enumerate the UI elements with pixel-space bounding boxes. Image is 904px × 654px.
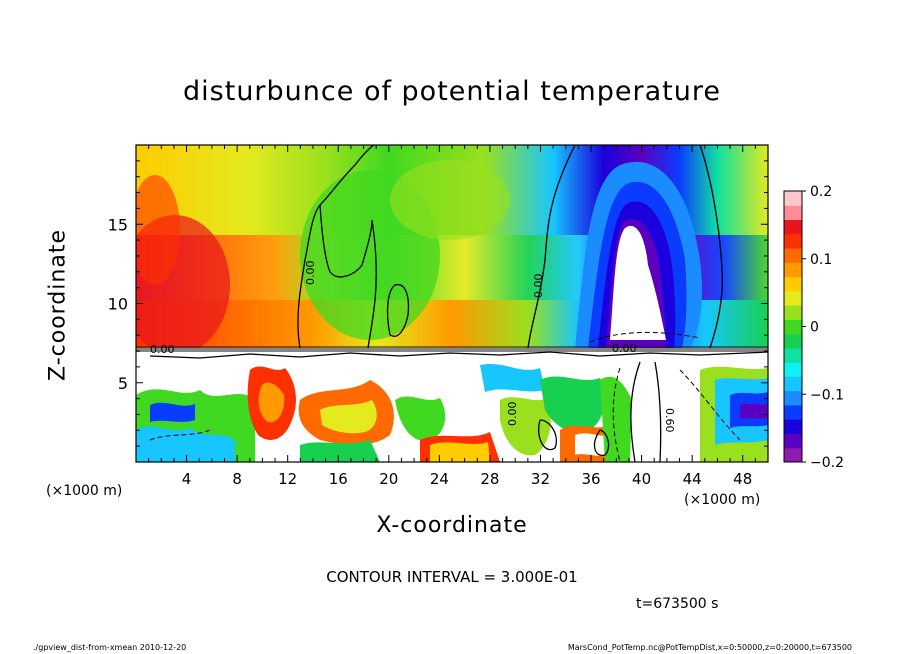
x-axis: 4 8 12 16 20 24 28 32 36 40 44 48 bbox=[148, 145, 756, 488]
x-tick-label: 32 bbox=[531, 470, 550, 488]
contour-lines-negative bbox=[149, 331, 741, 463]
contour-label: 0.00 bbox=[532, 274, 545, 299]
colorbar: 0.2 0.1 0 −0.1 −0.2 bbox=[783, 184, 844, 471]
colorbar-swatch bbox=[784, 347, 802, 363]
x-tick-label: 28 bbox=[480, 470, 499, 488]
x-tick-label: 12 bbox=[278, 470, 297, 488]
colorbar-tick-label: 0.1 bbox=[810, 252, 832, 268]
heatmap-field bbox=[136, 145, 768, 462]
contour-label: 0.60 bbox=[663, 408, 676, 433]
colorbar-swatch bbox=[784, 362, 802, 377]
colorbar-swatch bbox=[784, 390, 802, 406]
x-tick-label: 48 bbox=[733, 470, 752, 488]
colorbar-swatch bbox=[784, 419, 802, 434]
colorbar-swatch bbox=[784, 433, 802, 449]
colorbar-swatch bbox=[784, 262, 802, 278]
x-tick-label: 20 bbox=[379, 470, 398, 488]
contour-lines bbox=[149, 144, 769, 463]
colorbar-swatch bbox=[784, 276, 802, 292]
x-tick-label: 8 bbox=[232, 470, 242, 488]
colorbar-swatch bbox=[784, 205, 802, 221]
y-tick-label: 10 bbox=[108, 295, 128, 314]
colorbar-swatch bbox=[784, 333, 802, 349]
colorbar-swatch bbox=[784, 376, 802, 392]
contour-label-group: 0.00 0.00 0.00 0.00 0.00 0.60 bbox=[150, 261, 676, 433]
colorbar-tick-label: 0 bbox=[810, 320, 819, 336]
footer-left: ./gpview_dist-from-xmean 2010-12-20 bbox=[33, 643, 187, 652]
colorbar-swatch bbox=[784, 219, 802, 235]
colorbar-tick-label: −0.2 bbox=[810, 455, 844, 471]
chart-title: disturbunce of potential temperature bbox=[183, 76, 721, 107]
x-unit-label-right: (×1000 m) bbox=[684, 492, 761, 508]
colorbar-tick-label: −0.1 bbox=[810, 387, 844, 403]
colorbar-swatch bbox=[784, 191, 802, 206]
contour-label: 0.00 bbox=[150, 343, 175, 356]
x-tick-label: 4 bbox=[182, 470, 192, 488]
x-axis-label: X-coordinate bbox=[376, 513, 528, 538]
colorbar-swatch bbox=[784, 305, 802, 320]
contour-interval-note: CONTOUR INTERVAL = 3.000E-01 bbox=[326, 568, 578, 586]
colorbar-swatch bbox=[784, 290, 802, 306]
footer-right: MarsCond_PotTemp.nc@PotTempDist,x=0:5000… bbox=[567, 643, 852, 652]
x-tick-label: 44 bbox=[683, 470, 702, 488]
y-tick-label: 15 bbox=[108, 215, 128, 234]
x-tick-label: 40 bbox=[632, 470, 651, 488]
colorbar-swatch bbox=[784, 447, 802, 463]
x-tick-label: 24 bbox=[430, 470, 449, 488]
x-tick-label: 36 bbox=[581, 470, 600, 488]
x-unit-label-left: (×1000 m) bbox=[46, 483, 123, 499]
colorbar-swatch bbox=[784, 319, 802, 335]
contour-label: 0.00 bbox=[304, 261, 317, 286]
y-tick-label: 5 bbox=[118, 374, 128, 393]
colorbar-swatch bbox=[784, 248, 802, 263]
colorbar-swatch bbox=[784, 404, 802, 420]
time-stamp: t=673500 s bbox=[636, 596, 719, 612]
colorbar-swatch bbox=[784, 233, 802, 249]
x-tick-label: 16 bbox=[329, 470, 348, 488]
colorbar-tick-label: 0.2 bbox=[810, 184, 832, 200]
contour-label: 0.00 bbox=[506, 402, 519, 427]
y-axis: 5 10 15 bbox=[108, 160, 768, 447]
contour-label: 0.00 bbox=[612, 342, 637, 355]
y-axis-label: Z-coordinate bbox=[45, 229, 71, 381]
